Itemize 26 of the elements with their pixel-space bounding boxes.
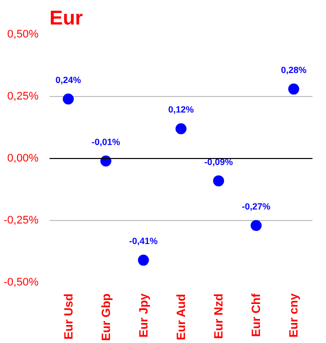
data-label: -0,27% — [242, 201, 270, 212]
x-tick-label: Eur Gbp — [98, 293, 113, 341]
data-label: 0,28% — [280, 65, 306, 76]
y-tick-label: 0,00% — [7, 152, 39, 164]
point — [62, 93, 74, 104]
x-tick-label: Eur Jpy — [136, 293, 150, 338]
x-tick-label: Eur Usd — [61, 293, 76, 340]
x-tick-label: Eur Chf — [249, 292, 264, 337]
point — [138, 254, 149, 266]
point — [213, 175, 224, 186]
y-tick-label: -0,25% — [4, 214, 39, 226]
data-label: -0,01% — [92, 136, 120, 147]
point — [176, 123, 186, 134]
data-label: -0,41% — [129, 236, 158, 246]
data-label: -0,09% — [204, 156, 233, 167]
x-tick-label: Eur Aud — [174, 294, 188, 340]
x-tick-label: Eur Nzd — [212, 293, 226, 339]
point — [288, 84, 300, 95]
data-label: 0,12% — [168, 104, 194, 115]
data-label: 0,24% — [56, 74, 82, 85]
y-tick-label: 0,50% — [7, 28, 39, 40]
chart-title: Eur — [50, 8, 84, 30]
point — [250, 220, 262, 231]
x-tick-label: Eur cny — [286, 293, 301, 338]
y-tick-label: -0,50% — [4, 276, 39, 288]
y-tick-label: 0,25% — [7, 90, 39, 102]
